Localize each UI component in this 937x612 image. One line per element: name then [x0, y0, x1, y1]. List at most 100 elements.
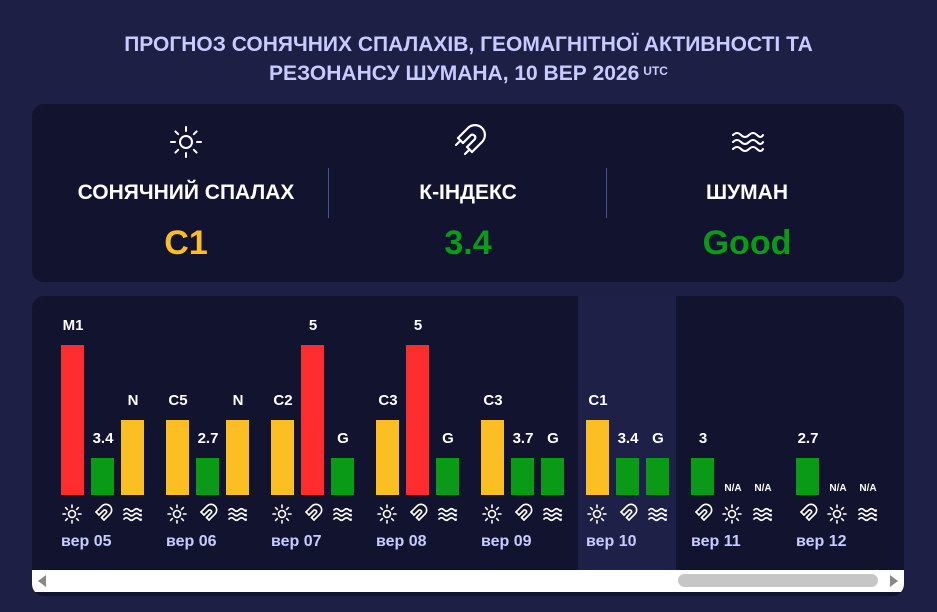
magnet-icon: [800, 503, 818, 521]
forecast-bar: [271, 420, 294, 495]
day-label: вер 10: [586, 533, 637, 550]
bar-value-label: 3.4: [92, 430, 114, 447]
sun-icon: [722, 504, 742, 524]
schumann-value: Good: [702, 224, 792, 262]
day-label: вер 09: [481, 533, 532, 550]
forecast-bar: [121, 420, 144, 495]
forecast-bar: [376, 420, 399, 495]
magnet-icon: [200, 503, 218, 521]
day-label: вер 05: [61, 533, 112, 550]
day-label: вер 11: [691, 533, 741, 550]
bar-value-label: M1: [62, 317, 84, 334]
title-line-2-text: РЕЗОНАНСУ ШУМАНА, 10 ВЕР 2026: [269, 62, 640, 85]
divider: [606, 168, 607, 218]
magnet-icon: [305, 503, 323, 521]
bar-value-label: G: [337, 430, 349, 447]
title-line-2: РЕЗОНАНСУ ШУМАНА, 10 ВЕР 2026 UTC: [0, 59, 937, 88]
sun-icon: [377, 504, 397, 524]
forecast-bar: [301, 345, 324, 495]
sun-icon: [587, 504, 607, 524]
bar-value-label: C3: [378, 392, 398, 409]
forecast-bar: [406, 345, 429, 495]
forecast-bar: [91, 458, 114, 495]
day-label: вер 08: [376, 533, 427, 550]
bar-value-label: 2.7: [797, 430, 819, 447]
magnet-icon: [515, 503, 533, 521]
magnet-icon: [410, 503, 428, 521]
forecast-bar: [616, 458, 639, 495]
waves-icon: [123, 507, 142, 522]
sun-icon: [827, 504, 847, 524]
waves-icon: [858, 507, 877, 522]
bar-value-label: C3: [483, 392, 503, 409]
flare-label: СОНЯЧНИЙ СПАЛАХ: [77, 181, 295, 204]
horizontal-scrollbar[interactable]: [32, 570, 904, 592]
bar-value-label: N/A: [754, 483, 772, 494]
day-label: вер 06: [166, 533, 217, 550]
waves-icon: [753, 507, 772, 522]
waves-icon: [543, 507, 562, 522]
magnet-icon: [620, 503, 638, 521]
flare-value: C1: [164, 224, 208, 262]
scroll-left-arrow-icon[interactable]: [38, 575, 46, 587]
bar-value-label: 3.7: [512, 430, 534, 447]
forecast-bar: [481, 420, 504, 495]
bar-value-label: 5: [413, 317, 423, 334]
summary-panel: СОНЯЧНИЙ СПАЛАХ C1 К-ІНДЕКС 3.4 ШУМАН Go…: [32, 104, 904, 282]
forecast-bar: [196, 458, 219, 495]
bar-value-label: N: [127, 392, 139, 409]
forecast-bar: [331, 458, 354, 495]
bar-value-label: N: [232, 392, 244, 409]
scroll-thumb[interactable]: [678, 574, 878, 587]
waves-icon: [228, 507, 247, 522]
sun-icon: [170, 126, 202, 158]
bar-value-label: N/A: [724, 483, 742, 494]
forecast-bar: [586, 420, 609, 495]
bar-value-label: G: [442, 430, 454, 447]
summary-flare: СОНЯЧНИЙ СПАЛАХ C1: [41, 104, 331, 282]
forecast-bar: [511, 458, 534, 495]
bar-value-label: N/A: [859, 483, 877, 494]
bar-value-label: C2: [273, 392, 293, 409]
title-line-1: ПРОГНОЗ СОНЯЧНИХ СПАЛАХІВ, ГЕОМАГНІТНОЇ …: [124, 33, 813, 56]
waves-icon: [732, 132, 764, 152]
forecast-bar: [436, 458, 459, 495]
waves-icon: [333, 507, 352, 522]
magnet-icon: [695, 503, 713, 521]
scroll-right-arrow-icon[interactable]: [890, 575, 898, 587]
sun-icon: [272, 504, 292, 524]
page-title: ПРОГНОЗ СОНЯЧНИХ СПАЛАХІВ, ГЕОМАГНІТНОЇ …: [0, 30, 937, 88]
bar-value-label: C1: [588, 392, 608, 409]
bar-value-label: 3: [698, 430, 708, 447]
bar-value-label: 2.7: [197, 430, 219, 447]
kindex-label: К-ІНДЕКС: [419, 181, 517, 204]
bar-value-label: N/A: [829, 483, 847, 494]
bar-value-label: C5: [168, 392, 188, 409]
day-label: вер 12: [796, 533, 847, 550]
forecast-bar: [166, 420, 189, 495]
summary-kindex: К-ІНДЕКС 3.4: [323, 104, 613, 282]
day-label: вер 07: [271, 533, 322, 550]
summary-schumann: ШУМАН Good: [602, 104, 892, 282]
magnet-icon: [454, 124, 486, 156]
waves-icon: [648, 507, 667, 522]
bar-value-label: 3.4: [617, 430, 639, 447]
forecast-bar: [61, 345, 84, 495]
schumann-label: ШУМАН: [706, 181, 788, 204]
bar-value-label: 5: [308, 317, 318, 334]
bar-value-label: G: [547, 430, 559, 447]
waves-icon: [438, 507, 457, 522]
kindex-value: 3.4: [444, 224, 492, 262]
forecast-bar: [796, 458, 819, 495]
sun-icon: [62, 504, 82, 524]
magnet-icon: [95, 503, 113, 521]
forecast-bar: [646, 458, 669, 495]
forecast-bar: [226, 420, 249, 495]
bar-value-label: G: [652, 430, 664, 447]
divider: [328, 168, 329, 218]
sun-icon: [482, 504, 502, 524]
forecast-bar: [691, 458, 714, 495]
forecast-bar: [541, 458, 564, 495]
sun-icon: [167, 504, 187, 524]
